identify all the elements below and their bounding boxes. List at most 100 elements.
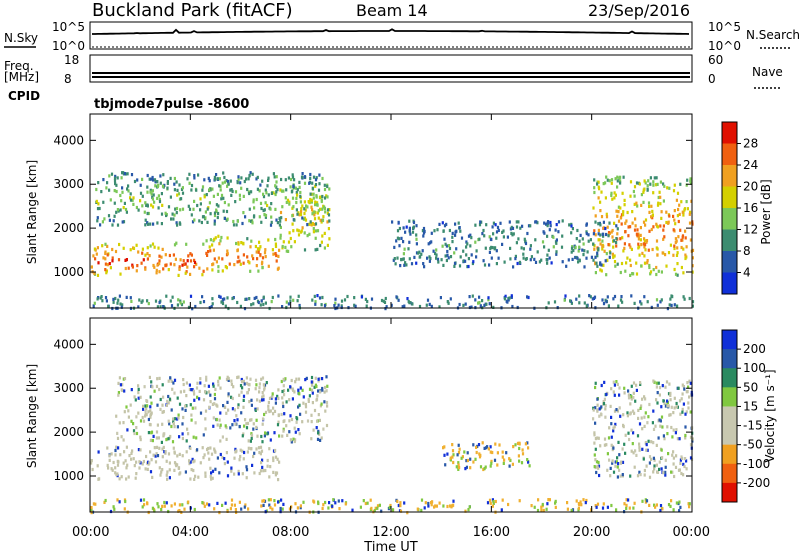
- range-gate-cell: [572, 248, 575, 253]
- range-gate-cell: [114, 453, 117, 457]
- range-gate-cell: [430, 304, 433, 308]
- range-gate-cell: [149, 412, 153, 416]
- range-gate-cell: [180, 303, 184, 307]
- range-gate-cell: [597, 228, 600, 232]
- range-gate-cell: [681, 456, 684, 461]
- range-gate-cell: [282, 427, 285, 431]
- range-gate-cell: [273, 499, 276, 503]
- range-gate-cell: [216, 177, 219, 181]
- range-gate-cell: [278, 216, 281, 220]
- colorbar-tick-label: 100: [743, 361, 766, 375]
- range-gate-cell: [630, 449, 633, 453]
- range-gate-cell: [666, 186, 669, 190]
- range-gate-cell: [158, 300, 161, 305]
- range-gate-cell: [630, 247, 633, 251]
- range-gate-cell: [260, 220, 263, 224]
- range-gate-cell: [640, 193, 643, 197]
- range-gate-cell: [145, 399, 148, 403]
- range-gate-cell: [399, 501, 402, 505]
- range-gate-cell: [267, 193, 270, 197]
- range-gate-cell: [571, 257, 574, 261]
- range-gate-cell: [264, 215, 267, 219]
- range-gate-cell: [209, 393, 212, 397]
- range-gate-cell: [616, 456, 619, 460]
- range-gate-cell: [664, 458, 667, 462]
- range-gate-cell: [366, 299, 369, 304]
- range-gate-cell: [321, 218, 325, 223]
- range-gate-cell: [240, 380, 244, 384]
- range-gate-cell: [303, 207, 306, 211]
- range-gate-cell: [149, 188, 152, 192]
- range-gate-cell: [548, 228, 551, 232]
- range-gate-cell: [313, 210, 316, 214]
- range-gate-cell: [639, 406, 642, 410]
- y-tick-label: 3000: [53, 177, 84, 191]
- range-gate-cell: [217, 211, 220, 216]
- range-gate-cell: [303, 248, 307, 252]
- range-gate-cell: [396, 236, 399, 240]
- range-gate-cell: [284, 178, 287, 182]
- range-gate-cell: [242, 398, 245, 402]
- range-gate-cell: [303, 211, 306, 216]
- range-gate-cell: [260, 434, 263, 439]
- range-gate-cell: [604, 404, 607, 408]
- range-gate-cell: [390, 303, 393, 307]
- range-gate-cell: [326, 404, 329, 408]
- range-gate-cell: [400, 257, 403, 262]
- range-gate-cell: [123, 450, 126, 454]
- range-gate-cell: [678, 203, 681, 207]
- range-gate-cell: [319, 243, 322, 248]
- range-gate-cell: [604, 259, 607, 263]
- range-gate-cell: [632, 189, 635, 194]
- range-gate-cell: [411, 302, 414, 306]
- x-tick-label: 20:00: [573, 525, 610, 540]
- range-gate-cell: [105, 271, 108, 275]
- range-gate-cell: [318, 173, 321, 177]
- range-gate-cell: [610, 422, 613, 426]
- range-gate-cell: [594, 381, 597, 385]
- range-gate-cell: [288, 398, 291, 402]
- range-gate-cell: [503, 260, 506, 264]
- range-gate-cell: [601, 239, 604, 243]
- range-gate-cell: [90, 265, 93, 269]
- range-gate-cell: [633, 301, 636, 305]
- range-gate-cell: [565, 264, 568, 268]
- range-gate-cell: [596, 408, 599, 412]
- range-gate-cell: [174, 257, 177, 261]
- nsky-tick-bottom: 10^0: [52, 39, 85, 53]
- range-gate-cell: [147, 302, 150, 306]
- range-gate-cell: [90, 506, 93, 510]
- range-gate-cell: [209, 400, 212, 404]
- colorbar-tick-label: 28: [743, 137, 758, 151]
- range-gate-cell: [597, 460, 600, 465]
- range-gate-cell: [611, 461, 614, 465]
- range-gate-cell: [328, 187, 331, 191]
- range-gate-cell: [489, 237, 492, 241]
- range-gate-cell: [616, 179, 619, 183]
- range-gate-cell: [270, 300, 273, 304]
- range-gate-cell: [161, 468, 164, 472]
- range-gate-cell: [255, 250, 258, 254]
- range-gate-cell: [127, 189, 130, 193]
- range-gate-cell: [205, 378, 208, 382]
- range-gate-cell: [261, 395, 264, 399]
- range-gate-cell: [237, 177, 240, 181]
- range-gate-cell: [613, 221, 616, 225]
- range-gate-cell: [685, 467, 688, 471]
- range-gate-cell: [310, 383, 314, 387]
- range-gate-cell: [139, 199, 142, 203]
- range-gate-cell: [188, 207, 192, 211]
- range-gate-cell: [594, 447, 597, 451]
- range-gate-cell: [104, 242, 107, 246]
- range-gate-cell: [631, 409, 635, 413]
- range-gate-cell: [467, 508, 470, 512]
- range-gate-cell: [156, 377, 159, 381]
- y-tick-label: 4000: [53, 133, 84, 147]
- range-gate-cell: [305, 204, 308, 208]
- range-gate-cell: [670, 425, 673, 430]
- range-gate-cell: [160, 192, 163, 196]
- range-gate-cell: [190, 388, 193, 392]
- range-gate-cell: [297, 405, 300, 409]
- range-gate-cell: [221, 300, 224, 304]
- range-gate-cell: [682, 473, 685, 477]
